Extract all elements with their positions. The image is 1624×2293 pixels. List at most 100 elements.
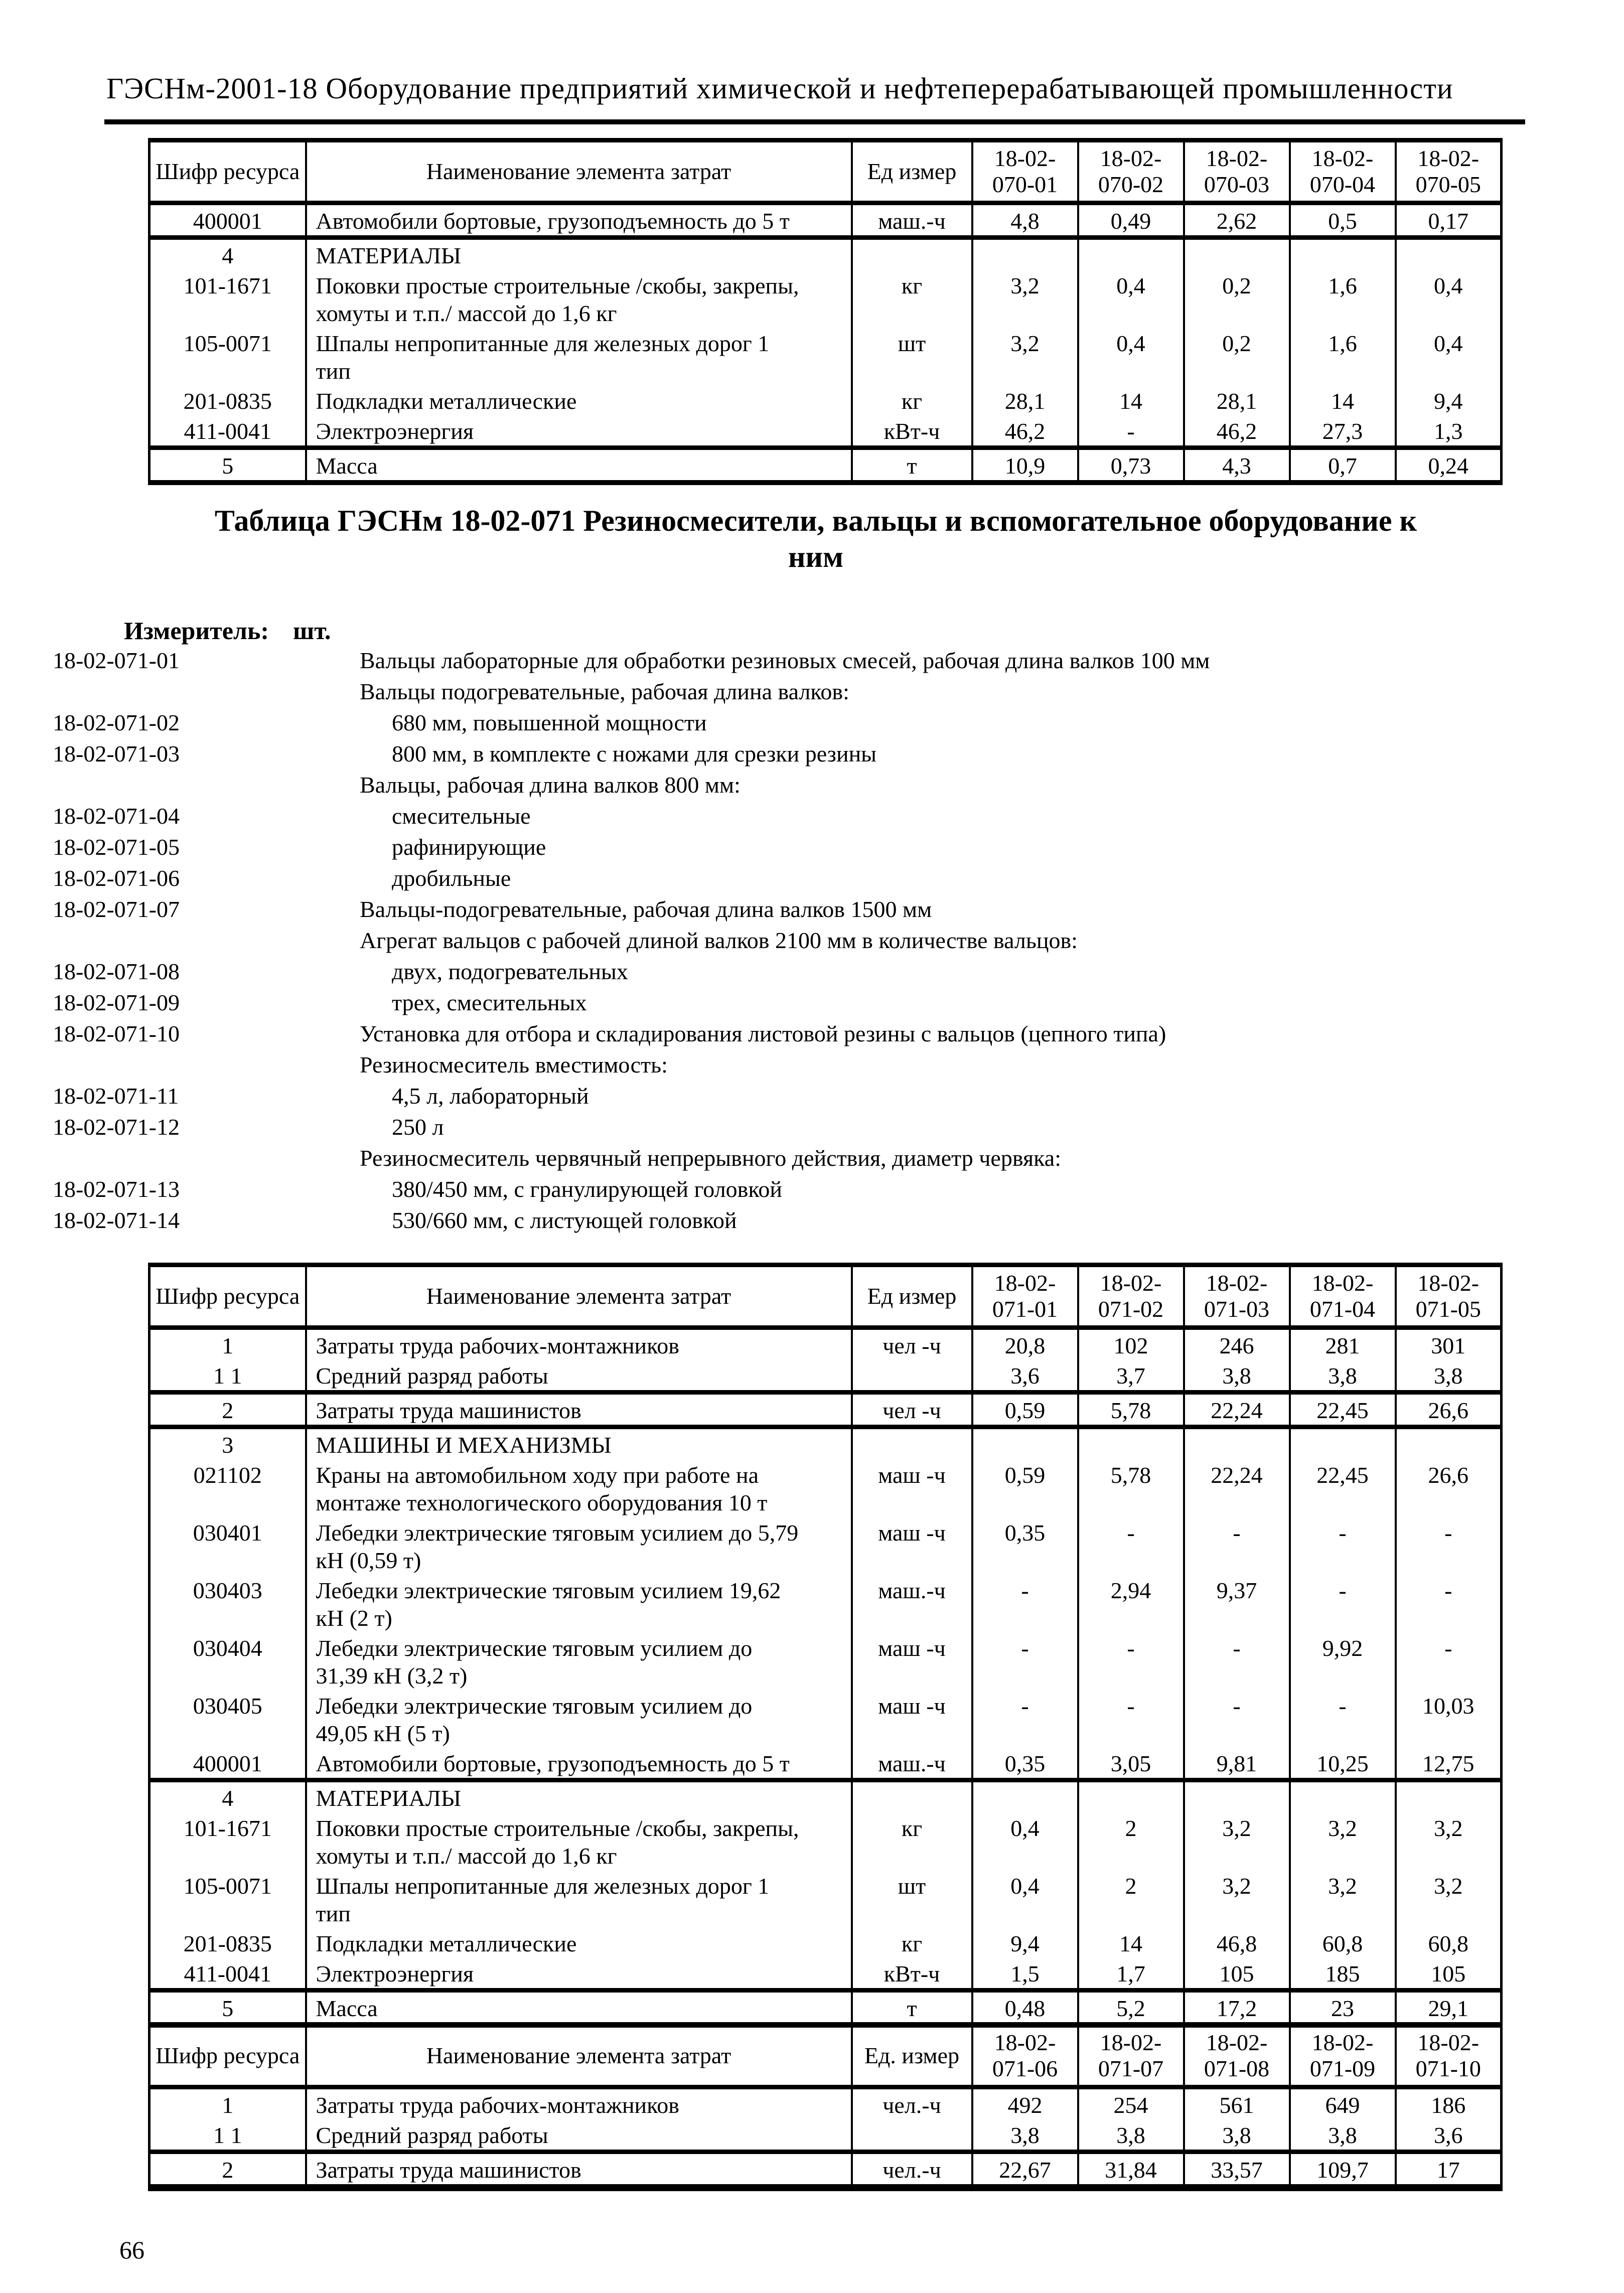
value-cell: - [1077, 1690, 1185, 1748]
value-cell: 9,81 [1183, 1748, 1291, 1782]
value-cell: 17 [1394, 2152, 1503, 2188]
table-18-02-071-part1: Шифр ресурса Наименование элемента затрат… [148, 1263, 1503, 2028]
table-row: 030405 Лебедки электрические тяговым усил… [148, 1690, 1503, 1748]
value-cell: 23 [1288, 1990, 1397, 2025]
header-cell: Наименование элемента затрат [305, 140, 853, 205]
spec-item-text: Вальцы подогревательные, рабочая длина в… [360, 679, 849, 704]
header-cell: Ед. измер [850, 2024, 973, 2089]
resource-code-cell: 021102 [148, 1459, 307, 1517]
value-cell: 3,2 [1394, 1812, 1503, 1870]
resource-code-cell: 400001 [148, 203, 307, 240]
value-cell: 20,8 [971, 1327, 1079, 1360]
measure: Измеритель: шт. [124, 616, 331, 645]
header-cell: 18-02- 071-06 [971, 2024, 1079, 2089]
table-row: 1 Затраты труда рабочих-монтажников чел -ч… [148, 1327, 1503, 1360]
value-cell: 3,2 [1394, 1870, 1503, 1928]
table-row: 105-0071 Шпалы непропитанные для железных… [148, 328, 1503, 385]
cost-element-cell: Подкладки металлические [305, 385, 853, 415]
spec-item-code: 18-02-071-05 [53, 834, 180, 860]
cost-element-cell: Средний разряд работы [305, 2119, 853, 2154]
cost-element-cell: Затраты труда машинистов [305, 2152, 853, 2188]
header-cell: 18-02- 071-08 [1183, 2024, 1291, 2089]
cost-element-cell: Подкладки металлические [305, 1928, 853, 1958]
spec-item: 18-02-071-02 680 мм, повышенной мощности [53, 709, 1548, 740]
spec-item-code: 18-02-071-03 [53, 741, 180, 767]
header-cell: Шифр ресурса [148, 140, 307, 205]
spec-item: 18-02-071-03 800 мм, в комплекте с ножами… [53, 740, 1548, 772]
resource-code-cell: 411-0041 [148, 415, 307, 450]
cost-element-cell: Лебедки электрические тяговым усилием до… [305, 1690, 853, 1748]
value-cell: 649 [1288, 2087, 1397, 2119]
spec-item-text: 530/660 мм, с листующей головкой [392, 1207, 737, 1233]
value-cell [1288, 1427, 1397, 1459]
spec-item: 18-02-071-01 Вальцы лабораторные для обра… [53, 647, 1548, 678]
unit-cell: кВт-ч [850, 1958, 973, 1993]
table-row: 411-0041 Электроэнергия кВт-ч 46,2-46,2 27,3… [148, 415, 1503, 450]
value-cell: 3,2 [1288, 1870, 1397, 1928]
table-header-row: Шифр ресурса Наименование элемента затрат… [148, 2024, 1503, 2089]
value-cell: 5,78 [1077, 1459, 1185, 1517]
value-cell: - [971, 1690, 1079, 1748]
value-cell [1077, 1780, 1185, 1812]
table-row: 030401 Лебедки электрические тяговым усил… [148, 1517, 1503, 1575]
table-row: 030404 Лебедки электрические тяговым усил… [148, 1632, 1503, 1690]
unit-cell: т [850, 447, 973, 483]
spec-item-text: Резиносмеситель вместимость: [360, 1052, 668, 1078]
header-cell: Ед измер [850, 1265, 973, 1330]
value-cell: 14 [1077, 1928, 1185, 1958]
value-cell: 26,6 [1394, 1459, 1503, 1517]
table-row: 201-0835 Подкладки металлические кг 28,1 14 2… [148, 385, 1503, 415]
value-cell [1183, 1780, 1291, 1812]
value-cell: 0,4 [1394, 328, 1503, 385]
table-row: 201-0835 Подкладки металлические кг 9,4 14 46… [148, 1928, 1503, 1958]
value-cell: 3,2 [1288, 1812, 1397, 1870]
spec-item-code: 18-02-071-06 [53, 865, 180, 891]
header-rule [104, 119, 1525, 124]
cost-element-cell: Средний разряд работы [305, 1360, 853, 1395]
table-row: 1 Затраты труда рабочих-монтажников чел.-ч… [148, 2087, 1503, 2119]
document-header: ГЭСНм-2001-18 Оборудование предприятий х… [106, 72, 1453, 105]
value-cell: 12,75 [1394, 1748, 1503, 1782]
value-cell: 3,8 [1183, 1360, 1291, 1395]
value-cell: 0,5 [1288, 203, 1397, 240]
value-cell: 46,2 [1183, 415, 1291, 450]
cost-element-cell: Затраты труда машинистов [305, 1392, 853, 1429]
spec-item-code: 18-02-071-09 [53, 990, 180, 1015]
header-cell: Шифр ресурса [148, 2024, 307, 2089]
value-cell: 3,6 [1394, 2119, 1503, 2154]
value-cell: 9,4 [1394, 385, 1503, 415]
value-cell: 3,6 [971, 1360, 1079, 1395]
value-cell: 1,6 [1288, 328, 1397, 385]
resource-code-cell: 1 [148, 2087, 307, 2119]
header-cell: Наименование элемента затрат [305, 1265, 853, 1330]
value-cell: 0,24 [1394, 447, 1503, 483]
value-cell: - [1183, 1517, 1291, 1575]
value-cell: 2 [1077, 1812, 1185, 1870]
spec-item-text: смесительные [392, 803, 531, 829]
value-cell: 0,35 [971, 1748, 1079, 1782]
value-cell [1394, 237, 1503, 270]
table-row: 5 Масса т 10,9 0,73 4,3 0,7 0,24 [148, 447, 1503, 483]
resource-code-cell: 105-0071 [148, 328, 307, 385]
table-row: 5 Масса т 0,48 5,2 17,2 23 29,1 [148, 1990, 1503, 2025]
spec-item-text: Вальцы-подогревательные, рабочая длина в… [360, 896, 932, 922]
spec-item: 18-02-071-11 4,5 л, лабораторный [53, 1083, 1548, 1114]
value-cell: 1,7 [1077, 1958, 1185, 1993]
resource-code-cell: 201-0835 [148, 385, 307, 415]
spec-item-text: Агрегат вальцов с рабочей длиной валков … [360, 928, 1078, 953]
unit-cell: маш -ч [850, 1459, 973, 1517]
value-cell: 4,3 [1183, 447, 1291, 483]
value-cell: 3,8 [1288, 2119, 1397, 2154]
cost-element-cell: Масса [305, 447, 853, 483]
cost-element-cell: Автомобили бортовые, грузоподъемность до… [305, 203, 853, 240]
value-cell: 2 [1077, 1870, 1185, 1928]
value-cell: 9,92 [1288, 1632, 1397, 1690]
value-cell: 0,2 [1183, 270, 1291, 328]
header-cell: 18-02- 070-05 [1394, 140, 1503, 205]
value-cell: 0,59 [971, 1392, 1079, 1429]
resource-code-cell: 411-0041 [148, 1958, 307, 1993]
spec-item: 18-02-071-13 380/450 мм, с гранулирующей … [53, 1176, 1548, 1207]
unit-cell: чел.-ч [850, 2152, 973, 2188]
value-cell: 0,59 [971, 1459, 1079, 1517]
value-cell: 2,94 [1077, 1575, 1185, 1632]
